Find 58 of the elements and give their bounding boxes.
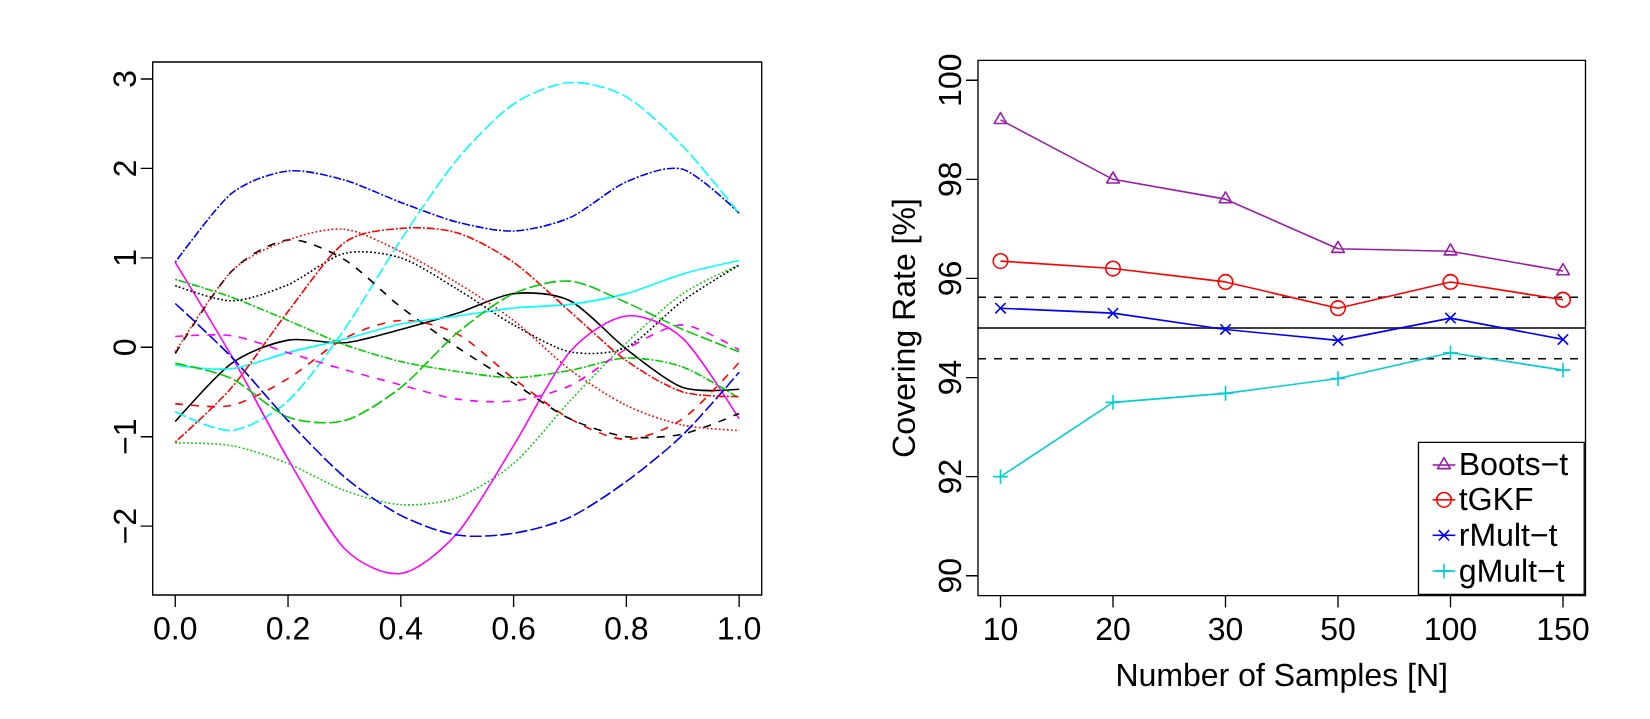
y-tick-label: 0: [113, 339, 136, 355]
legend-label: Boots−t: [1461, 452, 1568, 476]
point: [1554, 361, 1572, 379]
x-tick-label: 0.6: [492, 617, 535, 640]
line-series: [174, 261, 740, 575]
point: [1444, 312, 1457, 325]
point: [1554, 291, 1572, 308]
x-tick-label: 0.8: [605, 617, 648, 640]
y-tick-label: 1: [113, 250, 136, 265]
legend-label: tGKF: [1459, 487, 1533, 511]
point: [1442, 344, 1459, 361]
y-tick-label: −2: [113, 509, 136, 543]
legend-label: gMult−t: [1460, 558, 1565, 589]
point: [1219, 323, 1232, 336]
x-tick-label: 50: [1321, 617, 1355, 641]
y-tick-label: 90: [938, 559, 962, 593]
point: [1104, 260, 1122, 277]
x-tick-label: 0.0: [154, 617, 197, 640]
y-tick-label: 3: [113, 71, 136, 87]
point: [992, 252, 1009, 270]
x-axis-title: Number of Samples [N]: [1118, 662, 1446, 693]
line-series: [174, 264, 740, 506]
point: [1557, 333, 1569, 346]
line-series: [174, 167, 740, 264]
point: [1218, 191, 1233, 204]
point: [1217, 385, 1234, 402]
x-tick-label: 0.4: [379, 617, 423, 640]
point: [1442, 273, 1459, 291]
x-tick-label: 0.2: [267, 617, 309, 640]
x-tick-label: 1.0: [719, 617, 761, 640]
y-tick-label: 96: [938, 262, 962, 295]
point: [1105, 171, 1121, 184]
y-tick-label: 94: [938, 360, 962, 394]
point: [1329, 370, 1347, 387]
point: [1107, 307, 1119, 320]
x-tick-label: 30: [1208, 617, 1243, 641]
x-tick-label: 20: [1096, 617, 1130, 641]
legend-label: rMult−t: [1460, 522, 1558, 547]
point: [1104, 394, 1122, 411]
point: [992, 468, 1009, 485]
x-tick-label: 10: [985, 617, 1018, 641]
x-tick-label: 100: [1426, 617, 1476, 641]
point: [1332, 334, 1344, 347]
y-tick-label: 2: [113, 161, 136, 176]
y-tick-label: 98: [938, 162, 962, 196]
point: [1330, 240, 1346, 254]
point: [1443, 243, 1458, 256]
point: [1555, 262, 1571, 276]
y-tick-label: 92: [938, 460, 962, 493]
point: [994, 302, 1007, 315]
y-tick-label: −1: [113, 420, 136, 454]
y-tick-label: 100: [938, 54, 962, 105]
line-series: [174, 81, 740, 432]
point: [1217, 273, 1234, 291]
y-axis-title: Covering Rate [%]: [891, 200, 922, 457]
point: [1329, 300, 1347, 317]
x-tick-label: 150: [1538, 617, 1589, 641]
point: [993, 111, 1008, 125]
